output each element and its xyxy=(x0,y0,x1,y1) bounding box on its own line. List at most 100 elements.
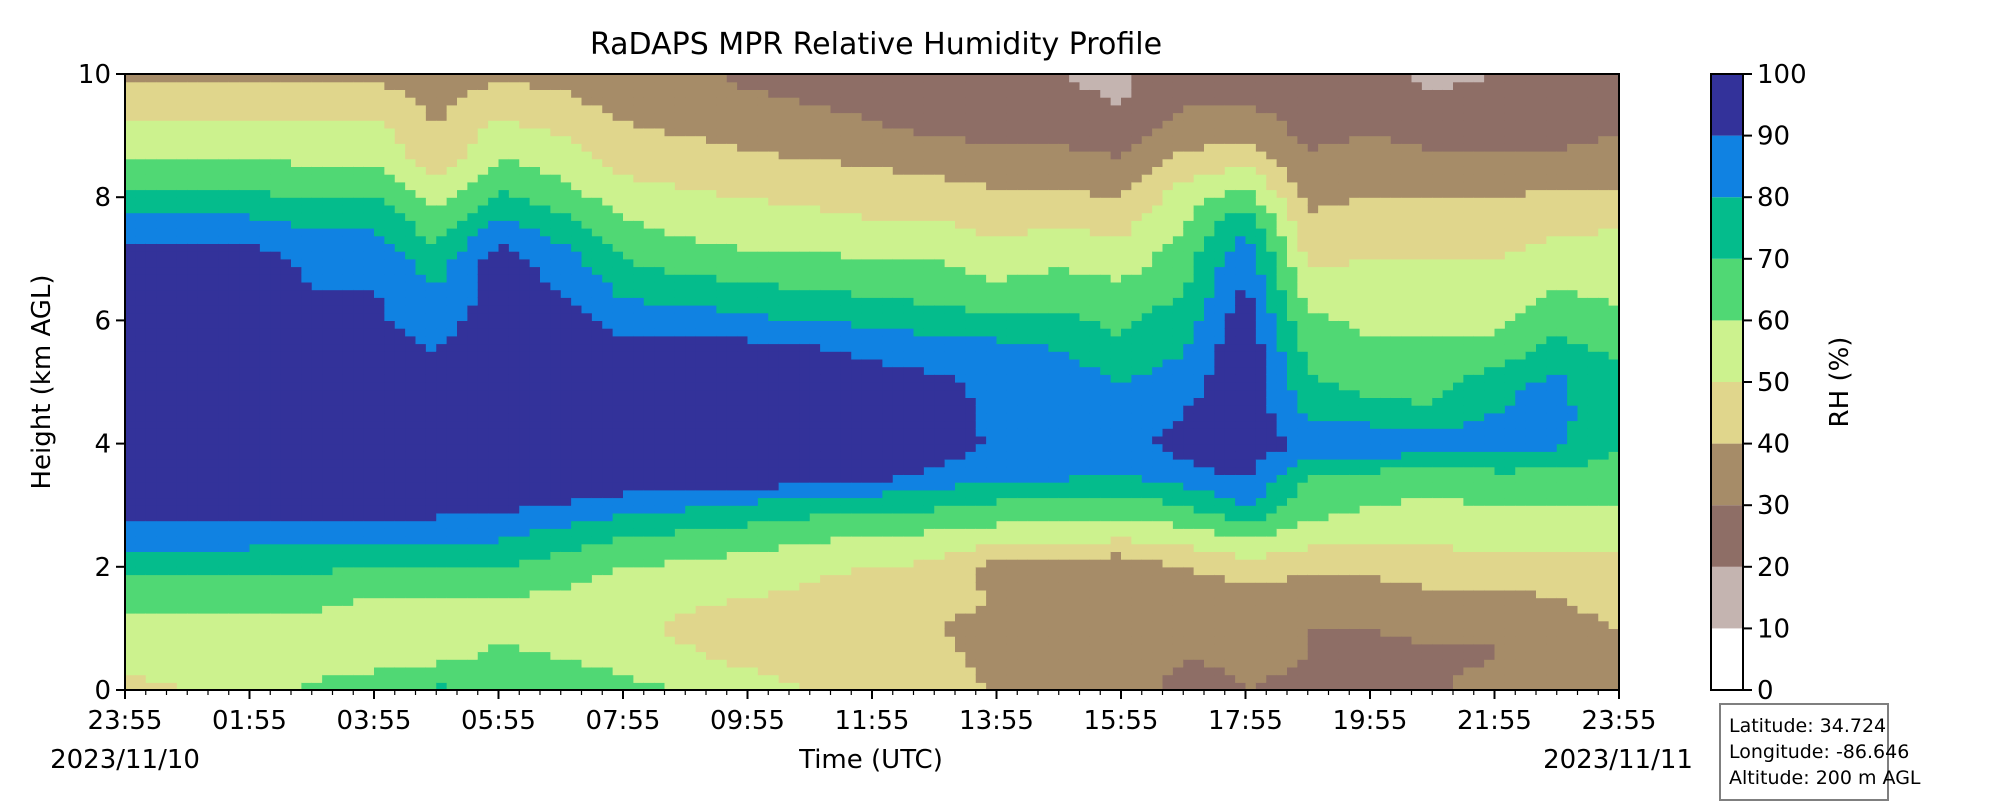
rh-cell xyxy=(519,243,531,252)
rh-cell xyxy=(394,266,406,275)
rh-cell xyxy=(446,489,458,499)
rh-cell xyxy=(425,120,437,129)
rh-cell xyxy=(342,674,354,683)
rh-cell xyxy=(301,289,313,298)
rh-cell xyxy=(176,289,188,298)
rh-cell xyxy=(467,482,479,491)
rh-cell xyxy=(301,281,313,291)
rh-cell xyxy=(311,120,323,129)
rh-cell xyxy=(280,120,292,129)
rh-cell xyxy=(270,320,282,329)
rh-cell xyxy=(747,582,759,591)
rh-cell xyxy=(643,120,655,129)
rh-cell xyxy=(643,127,655,137)
rh-cell xyxy=(654,474,666,483)
rh-cell xyxy=(446,435,458,445)
rh-cell xyxy=(384,366,396,375)
rh-cell xyxy=(384,512,396,522)
rh-cell xyxy=(571,474,583,483)
rh-cell xyxy=(519,151,531,160)
rh-cell xyxy=(218,605,230,614)
rh-cell xyxy=(519,112,531,121)
rh-cell xyxy=(540,251,551,260)
rh-cell xyxy=(135,197,147,206)
rh-cell xyxy=(342,582,354,591)
rh-cell xyxy=(581,451,593,460)
rh-cell xyxy=(332,228,344,237)
rh-cell xyxy=(706,274,717,283)
rh-cell xyxy=(737,127,749,137)
rh-cell xyxy=(685,320,697,329)
rh-cell xyxy=(674,104,686,114)
rh-cell xyxy=(405,181,417,191)
rh-cell xyxy=(446,274,458,283)
rh-cell xyxy=(405,536,417,545)
rh-cell xyxy=(488,435,500,445)
rh-cell xyxy=(612,158,624,167)
rh-cell xyxy=(332,366,344,375)
rh-cell xyxy=(602,536,614,545)
rh-cell xyxy=(685,181,697,191)
rh-cell xyxy=(643,682,655,691)
rh-cell xyxy=(498,459,510,468)
rh-cell xyxy=(228,143,240,152)
rh-cell xyxy=(560,251,572,260)
rh-cell xyxy=(716,451,728,460)
rh-cell xyxy=(540,643,551,653)
rh-cell xyxy=(301,682,313,691)
rh-cell xyxy=(374,528,385,537)
rh-cell xyxy=(581,197,593,206)
rh-cell xyxy=(166,459,178,468)
rh-cell xyxy=(436,405,448,414)
rh-cell xyxy=(239,243,251,252)
rh-cell xyxy=(218,220,230,229)
rh-cell xyxy=(540,204,551,214)
rh-cell xyxy=(415,682,427,691)
rh-cell xyxy=(135,582,147,591)
rh-cell xyxy=(519,97,531,106)
rh-cell xyxy=(529,566,541,576)
rh-cell xyxy=(685,666,697,676)
rh-cell xyxy=(685,235,697,244)
rh-cell xyxy=(332,351,344,360)
rh-cell xyxy=(363,120,375,129)
rh-cell xyxy=(747,551,759,560)
rh-cell xyxy=(488,536,500,545)
rh-cell xyxy=(332,220,344,229)
rh-cell xyxy=(488,374,500,383)
rh-cell xyxy=(519,651,531,660)
rh-cell xyxy=(467,551,479,560)
rh-cell xyxy=(664,474,676,483)
rh-cell xyxy=(664,682,676,691)
rh-cell xyxy=(166,328,178,337)
rh-cell xyxy=(187,143,199,152)
rh-cell xyxy=(208,505,219,514)
rh-cell xyxy=(726,528,738,537)
rh-cell xyxy=(498,536,510,545)
rh-cell xyxy=(457,512,468,522)
rh-cell xyxy=(425,343,437,352)
rh-cell xyxy=(135,281,147,291)
rh-cell xyxy=(623,566,634,576)
rh-cell xyxy=(757,243,769,252)
rh-cell xyxy=(425,482,437,491)
rh-cell xyxy=(477,420,489,429)
rh-cell xyxy=(550,251,562,260)
rh-cell xyxy=(218,382,230,391)
rh-cell xyxy=(623,235,634,244)
rh-cell xyxy=(156,428,168,437)
rh-cell xyxy=(446,212,458,221)
rh-cell xyxy=(664,582,676,591)
rh-cell xyxy=(488,251,500,260)
rh-cell xyxy=(270,135,282,144)
rh-cell xyxy=(156,566,168,576)
rh-cell xyxy=(135,405,147,414)
rh-cell xyxy=(498,258,510,268)
rh-cell xyxy=(197,566,209,576)
rh-cell xyxy=(457,605,468,614)
rh-cell xyxy=(602,366,614,375)
rh-cell xyxy=(591,497,603,506)
rh-cell xyxy=(135,366,147,375)
rh-cell xyxy=(706,158,717,167)
rh-cell xyxy=(176,674,188,683)
